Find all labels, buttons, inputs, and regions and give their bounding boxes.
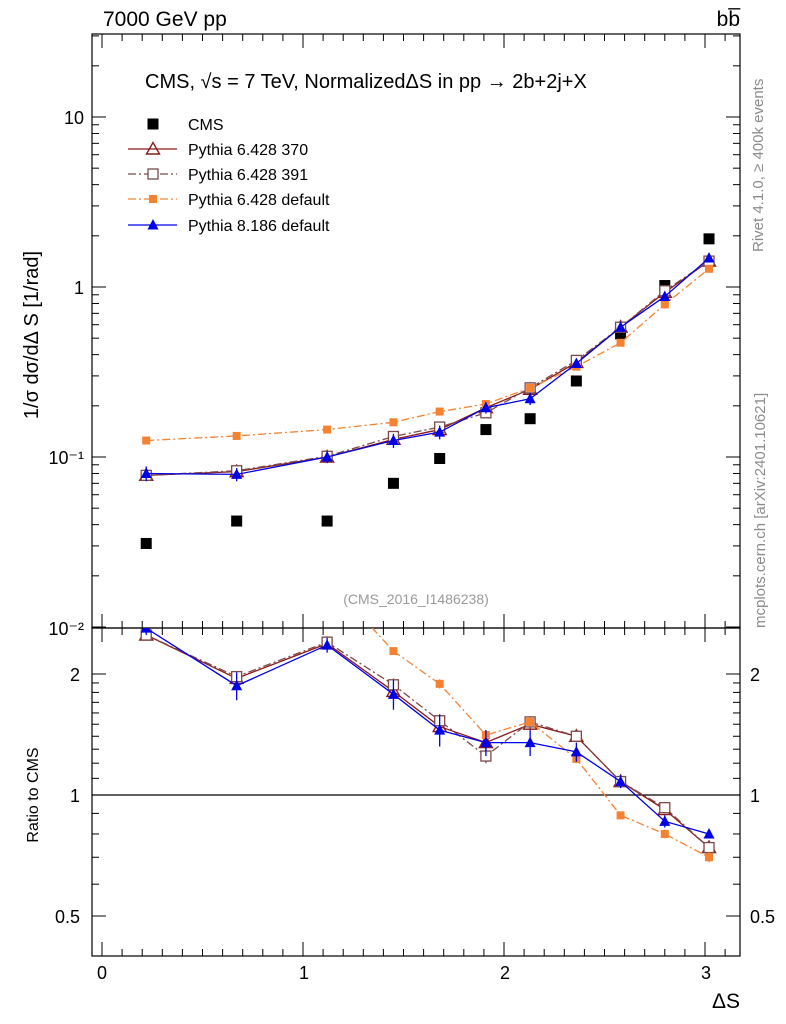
data-point: [387, 688, 399, 699]
legend-label-cms: CMS: [188, 117, 224, 134]
data-point: [703, 252, 715, 263]
data-point: [524, 392, 536, 404]
data-point: [570, 357, 582, 368]
data-point: [480, 736, 492, 748]
series-line: [146, 260, 710, 476]
legend-marker: [145, 141, 161, 155]
series-line: [146, 257, 710, 476]
plot-title: CMS, √s = 7 TeV, NormalizedΔS in pp → 2b…: [145, 71, 587, 93]
cms-data-point: [434, 452, 446, 464]
series-line: [145, 634, 710, 849]
legend-label-p8-default: Pythia 8.186 default: [188, 218, 330, 235]
rivet-label: Rivet 4.1.0, ≥ 400k events: [750, 79, 767, 252]
data-point: [616, 811, 625, 820]
series-line: [146, 268, 710, 442]
data-point: [570, 745, 582, 757]
data-point: [659, 290, 671, 301]
data-point: [389, 647, 398, 656]
data-point: [142, 549, 150, 557]
data-point: [434, 426, 446, 437]
data-point: [321, 451, 333, 462]
legend-marker: [147, 168, 159, 180]
main-y-tick-label: 10: [64, 108, 84, 128]
data-point: [526, 717, 535, 726]
cms-data-point: [480, 424, 492, 436]
main-y-tick-label: 10⁻²: [48, 619, 84, 639]
collision-label: 7000 GeV pp: [103, 8, 227, 31]
data-point: [231, 679, 243, 691]
data-point: [660, 829, 669, 838]
ratio-y-tick-label: 2: [70, 665, 80, 685]
data-point: [615, 321, 627, 332]
data-point: [389, 418, 398, 427]
data-point: [703, 841, 715, 854]
cms-data-point: [321, 515, 333, 527]
data-point: [321, 639, 333, 650]
process-label: bb̅: [717, 8, 742, 31]
data-point: [480, 401, 492, 413]
legend-marker: [147, 118, 159, 130]
data-point: [705, 853, 714, 862]
data-point: [231, 468, 243, 479]
legend-marker: [149, 195, 157, 203]
ratio-y-axis-label: Ratio to CMS: [25, 747, 42, 842]
data-point: [323, 425, 332, 434]
data-point: [524, 736, 536, 748]
cms-data-point: [231, 515, 243, 527]
data-point: [387, 434, 399, 446]
data-point: [526, 383, 535, 392]
legend-marker: [147, 219, 159, 230]
data-point: [323, 575, 331, 583]
cms-data-point: [615, 328, 627, 340]
x-axis-label: ΔS: [712, 990, 740, 1013]
series-line: [145, 628, 710, 835]
ratio-y-tick-label-right: 0.5: [750, 907, 775, 927]
data-point: [140, 628, 152, 633]
data-point: [435, 679, 444, 688]
data-point: [659, 802, 671, 814]
series-line: [145, 634, 710, 849]
legend-label-p6-391: Pythia 6.428 391: [188, 167, 308, 184]
x-tick-label: 2: [500, 963, 510, 983]
main-y-tick-label: 1: [74, 278, 84, 298]
cms-data-point: [570, 375, 582, 387]
data-point: [435, 407, 444, 416]
data-point: [142, 436, 151, 445]
main-y-tick-label: 10⁻¹: [48, 448, 84, 468]
cms-data-point: [524, 413, 536, 425]
main-y-axis-label: 1/σ dσ/dΔ S [1/rad]: [21, 251, 43, 419]
ratio-y-tick-label-right: 2: [750, 665, 760, 685]
data-point: [615, 775, 627, 787]
data-point: [140, 467, 152, 478]
analysis-tag: (CMS_2016_I1486238): [343, 591, 489, 607]
data-point: [660, 300, 669, 309]
data-point: [659, 815, 671, 826]
ratio-y-tick-label: 0.5: [55, 907, 80, 927]
legend-label-p6-default: Pythia 6.428 default: [188, 192, 330, 209]
series-line: [146, 260, 710, 476]
x-tick-label: 1: [299, 963, 309, 983]
data-point: [434, 724, 446, 735]
data-point: [703, 827, 715, 839]
cms-data-point: [703, 233, 715, 245]
ratio-y-tick-label: 1: [70, 786, 80, 806]
legend-label-p6-370: Pythia 6.428 370: [188, 142, 308, 159]
data-point: [232, 431, 241, 440]
ratio-frame: [91, 627, 741, 957]
ratio-y-tick-label-right: 1: [750, 786, 760, 806]
cms-data-point: [140, 537, 152, 549]
x-tick-label: 0: [97, 963, 107, 983]
data-point: [570, 730, 583, 742]
data-point: [233, 588, 241, 596]
x-tick-label: 3: [701, 963, 711, 983]
data-point: [705, 264, 714, 273]
mcplots-label: mcplots.cern.ch [arXiv:2401.10621]: [752, 393, 769, 628]
cms-data-point: [387, 477, 399, 489]
data-point: [616, 338, 625, 347]
